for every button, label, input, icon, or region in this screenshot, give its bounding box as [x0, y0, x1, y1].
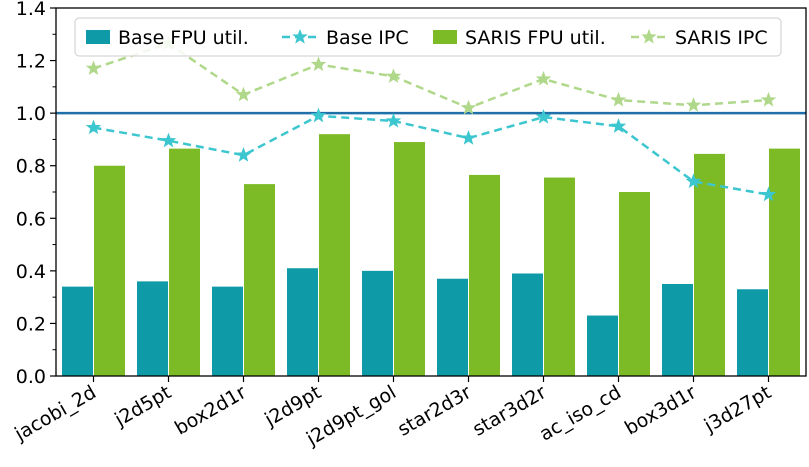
- series-line-saris-ipc: [93, 42, 769, 110]
- marker-saris-ipc-box2d1r: [235, 86, 252, 102]
- bar-saris-fpu-util--j3d27pt: [769, 148, 800, 376]
- marker-base-ipc-j2d9pt: [310, 107, 327, 123]
- legend-marker-saris-ipc: [641, 28, 657, 44]
- bar-saris-fpu-util--box2d1r: [244, 184, 275, 376]
- bar-saris-fpu-util--ac-iso-cd: [619, 192, 650, 376]
- legend-swatch-base-fpu-util-: [86, 30, 110, 44]
- x-tick-label: jacobi_2d: [10, 381, 100, 446]
- legend-label-saris-ipc: SARIS IPC: [675, 27, 768, 49]
- marker-saris-ipc-j3d27pt: [760, 91, 777, 107]
- bar-base-fpu-util--j2d9pt-gol: [362, 270, 393, 376]
- x-tick-label: j2d5pt: [110, 381, 175, 431]
- legend-marker-base-ipc: [292, 28, 308, 44]
- bar-base-fpu-util--box3d1r: [662, 284, 693, 376]
- marker-saris-ipc-star3d2r: [535, 70, 552, 86]
- axes-frame: [55, 7, 807, 377]
- x-tick-label: box2d1r: [171, 381, 250, 439]
- legend-label-saris-fpu-util-: SARIS FPU util.: [465, 27, 606, 49]
- bar-base-fpu-util--star3d2r: [512, 273, 543, 376]
- marker-saris-ipc-j2d9pt-gol: [385, 68, 402, 83]
- x-tick-label: j3d27pt: [700, 381, 775, 437]
- bar-saris-fpu-util--j2d9pt-gol: [394, 142, 425, 376]
- marker-saris-ipc-jacobi-2d: [85, 60, 102, 76]
- x-tick-label: ac_iso_cd: [536, 381, 625, 445]
- marker-base-ipc-j2d5pt: [160, 132, 177, 148]
- series-line-base-ipc: [93, 114, 769, 196]
- bar-saris-fpu-util--box3d1r: [694, 153, 725, 376]
- marker-saris-ipc-j2d9pt: [310, 56, 327, 72]
- marker-saris-ipc-star2d3r: [460, 99, 477, 115]
- legend-label-base-ipc: Base IPC: [326, 27, 409, 49]
- y-tick-label: 1.2: [16, 51, 46, 73]
- legend-swatch-saris-fpu-util-: [433, 30, 457, 44]
- x-tick-label: box3d1r: [621, 381, 700, 439]
- bar-saris-fpu-util--j2d5pt: [169, 148, 200, 376]
- bar-base-fpu-util--j3d27pt: [737, 289, 768, 376]
- marker-base-ipc-j2d9pt-gol: [385, 112, 402, 128]
- marker-base-ipc-star3d2r: [535, 108, 552, 124]
- y-tick-label: 0.0: [16, 366, 46, 388]
- marker-base-ipc-jacobi-2d: [85, 119, 102, 135]
- marker-base-ipc-box2d1r: [235, 147, 252, 162]
- bar-saris-fpu-util--star2d3r: [469, 174, 500, 376]
- bar-saris-fpu-util--star3d2r: [544, 177, 575, 376]
- marker-base-ipc-j3d27pt: [760, 186, 777, 202]
- y-tick-label: 0.4: [16, 261, 46, 283]
- bar-base-fpu-util--j2d5pt: [137, 281, 168, 376]
- marker-base-ipc-star2d3r: [460, 129, 477, 145]
- bar-base-fpu-util--jacobi-2d: [62, 286, 93, 376]
- bar-base-fpu-util--j2d9pt: [287, 268, 318, 376]
- y-tick-label: 0.6: [16, 208, 46, 230]
- bar-saris-fpu-util--jacobi-2d: [94, 165, 125, 376]
- marker-saris-ipc-box3d1r: [685, 97, 702, 112]
- legend-box: [74, 17, 782, 57]
- legend: Base FPU util. Base IPC SARIS FPU util. SAR…: [74, 17, 782, 57]
- y-tick-label: 1.0: [16, 103, 46, 125]
- y-tick-label: 0.8: [16, 156, 46, 178]
- y-tick-label: 0.2: [16, 313, 46, 335]
- bar-saris-fpu-util--j2d9pt: [319, 134, 350, 376]
- marker-base-ipc-ac-iso-cd: [610, 118, 627, 133]
- y-tick-label: 1.4: [16, 0, 46, 20]
- bar-base-fpu-util--box2d1r: [212, 286, 243, 376]
- marker-base-ipc-box3d1r: [685, 173, 702, 189]
- marker-saris-ipc-ac-iso-cd: [610, 91, 627, 107]
- x-tick-label: star2d3r: [394, 381, 475, 441]
- bar-base-fpu-util--star2d3r: [437, 278, 468, 376]
- legend-label-base-fpu-util-: Base FPU util.: [118, 27, 249, 49]
- bar-base-fpu-util--ac-iso-cd: [587, 315, 618, 376]
